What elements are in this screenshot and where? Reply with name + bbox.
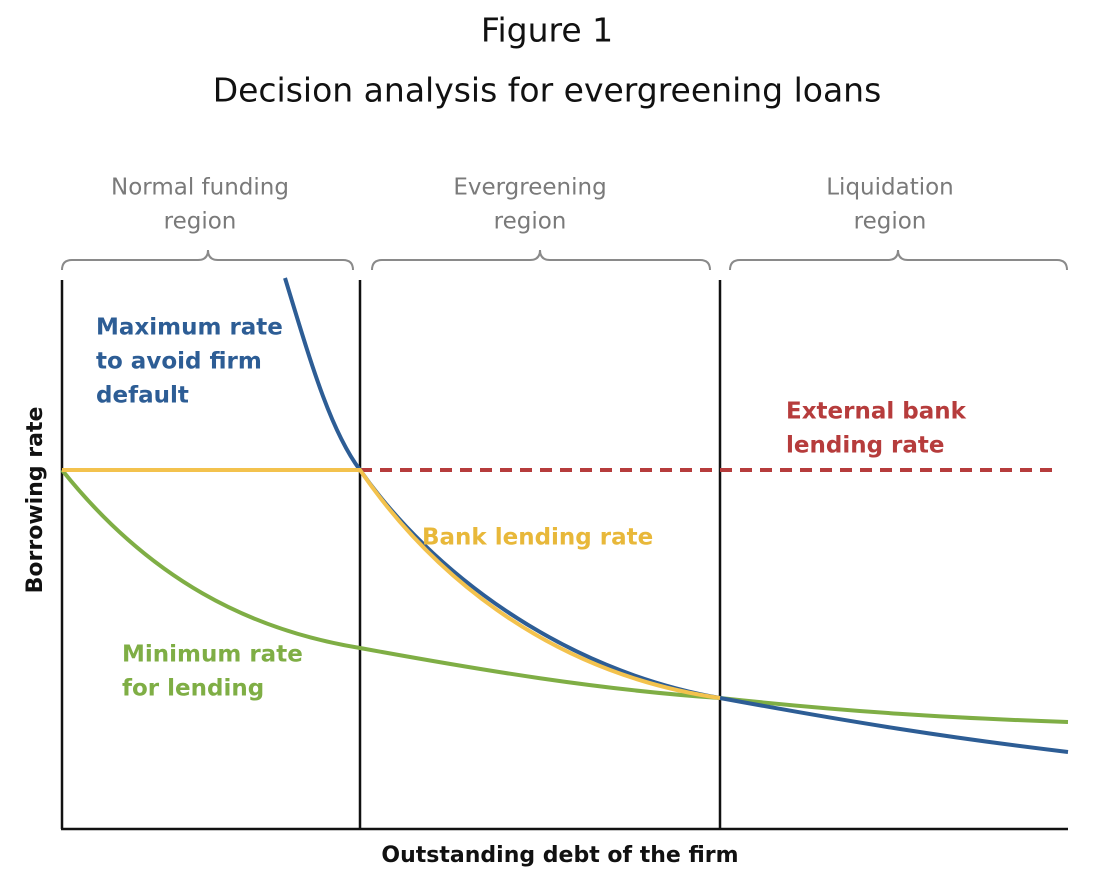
bracket [371, 249, 711, 271]
bracket [729, 249, 1068, 271]
region-label: region [494, 209, 567, 235]
region-label: Evergreening [453, 175, 606, 201]
bracket [61, 249, 354, 271]
region-label: Normal funding [111, 175, 289, 201]
curve-label: to avoid firm [96, 349, 262, 375]
x-axis-label: Outstanding debt of the firm [381, 843, 738, 868]
axes [60, 280, 1068, 831]
curve-label: External bank [786, 399, 967, 425]
curve-label: lending rate [786, 433, 945, 459]
region-label: region [164, 209, 237, 235]
curve-label: for lending [122, 676, 264, 702]
curve-label: Bank lending rate [422, 525, 653, 551]
region-label: region [854, 209, 927, 235]
region-label: Liquidation [826, 175, 954, 201]
curve-label: default [96, 383, 189, 409]
region-brackets [61, 249, 1068, 271]
curves [60, 277, 1069, 754]
curve-label: Maximum rate [96, 315, 283, 341]
figure-subtitle: Decision analysis for evergreening loans [213, 71, 882, 110]
bank-rate-curve [62, 468, 721, 700]
figure-title: Figure 1 [481, 11, 613, 50]
curve-label: Minimum rate [122, 642, 303, 668]
y-axis-label: Borrowing rate [23, 407, 48, 594]
maximum-rate-curve [283, 277, 1069, 754]
minimum-rate-curve [60, 468, 1069, 724]
